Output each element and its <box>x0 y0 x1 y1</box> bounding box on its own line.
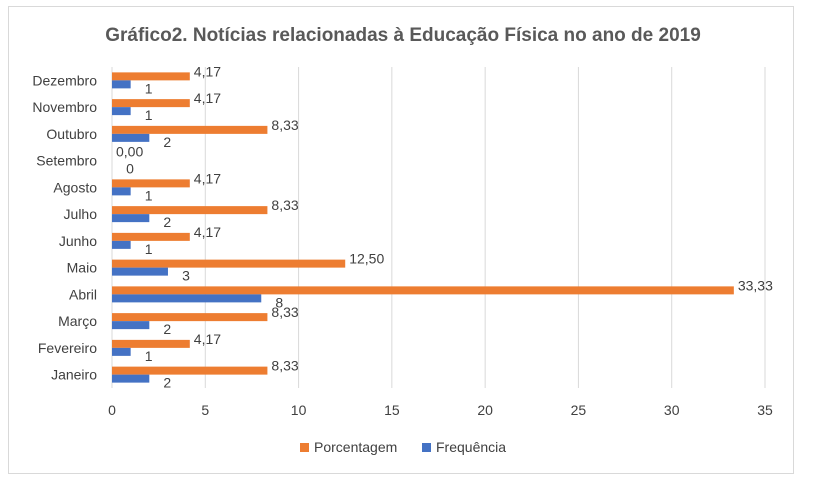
bar-frequência <box>112 294 262 303</box>
data-label: 0,00 <box>116 144 143 160</box>
category-label: Junho <box>59 233 97 249</box>
bar-porcentagem <box>112 232 190 241</box>
legend-swatch <box>422 443 431 452</box>
category-label: Abril <box>69 286 97 302</box>
data-label: 33,33 <box>738 277 773 293</box>
bar-porcentagem <box>112 366 268 375</box>
x-tick-label: 30 <box>664 402 680 418</box>
chart-title: Gráfico2. Notícias relacionadas à Educaç… <box>105 25 701 46</box>
data-label: 4,17 <box>194 224 221 240</box>
category-label: Julho <box>64 206 98 222</box>
data-label: 3 <box>182 268 190 284</box>
bar-porcentagem <box>112 99 190 108</box>
data-label: 1 <box>145 187 153 203</box>
x-tick-label: 5 <box>201 402 209 418</box>
x-tick-label: 35 <box>757 402 773 418</box>
data-label: 4,17 <box>194 331 221 347</box>
category-label: Maio <box>67 260 98 276</box>
data-label: 2 <box>163 375 171 391</box>
category-label: Outubro <box>46 126 97 142</box>
bar-porcentagem <box>112 125 268 134</box>
data-label: 1 <box>145 107 153 123</box>
data-label: 8,33 <box>271 304 298 320</box>
x-tick-label: 10 <box>291 402 307 418</box>
data-label: 2 <box>163 214 171 230</box>
data-label: 4,17 <box>194 170 221 186</box>
category-label: Novembro <box>32 99 97 115</box>
data-label: 12,50 <box>349 251 384 267</box>
bar-porcentagem <box>112 286 734 295</box>
bar-frequência <box>112 133 150 142</box>
bar-frequência <box>112 267 168 276</box>
data-label: 8,33 <box>271 358 298 374</box>
data-label: 0 <box>126 161 134 177</box>
data-label: 1 <box>145 348 153 364</box>
bar-porcentagem <box>112 72 190 81</box>
category-label: Setembro <box>36 153 97 169</box>
category-label: Março <box>58 313 97 329</box>
bar-frequência <box>112 107 131 116</box>
bar-frequência <box>112 374 150 383</box>
bar-porcentagem <box>112 339 190 348</box>
data-label: 4,17 <box>194 63 221 79</box>
bar-frequência <box>112 187 131 196</box>
x-tick-label: 25 <box>571 402 587 418</box>
legend-label: Frequência <box>436 439 506 455</box>
bar-frequência <box>112 214 150 223</box>
category-label: Dezembro <box>32 72 97 88</box>
x-tick-label: 20 <box>477 402 493 418</box>
data-label: 8 <box>275 294 283 310</box>
data-label: 8,33 <box>271 197 298 213</box>
data-label: 1 <box>145 80 153 96</box>
category-label: Agosto <box>53 179 97 195</box>
data-label: 2 <box>163 134 171 150</box>
category-label: Janeiro <box>51 367 97 383</box>
x-tick-label: 15 <box>384 402 400 418</box>
data-label: 1 <box>145 241 153 257</box>
bar-porcentagem <box>112 259 346 268</box>
x-tick-label: 0 <box>108 402 116 418</box>
bar-porcentagem <box>112 206 268 215</box>
category-label: Fevereiro <box>38 340 97 356</box>
bar-frequência <box>112 80 131 89</box>
bar-porcentagem <box>112 179 190 188</box>
data-label: 8,33 <box>271 117 298 133</box>
bar-frequência <box>112 321 150 330</box>
data-label: 4,17 <box>194 90 221 106</box>
legend-label: Porcentagem <box>314 439 397 455</box>
data-label: 2 <box>163 321 171 337</box>
bar-frequência <box>112 240 131 249</box>
bar-frequência <box>112 347 131 356</box>
legend-swatch <box>300 443 309 452</box>
bar-porcentagem <box>112 313 268 322</box>
